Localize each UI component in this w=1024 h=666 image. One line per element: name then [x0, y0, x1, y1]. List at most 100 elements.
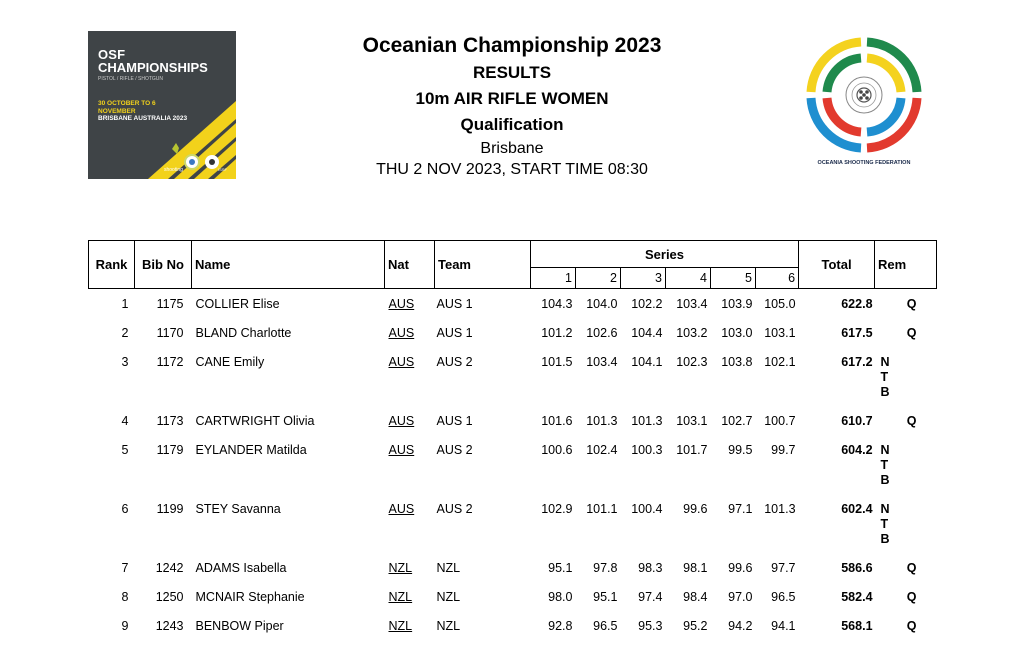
series-score-3: 97.4: [638, 589, 663, 604]
logo-line-disciplines: PISTOL / RIFLE / SHOTGUN: [98, 76, 164, 82]
nation-link[interactable]: AUS: [388, 501, 415, 516]
series-score-5: 94.2: [728, 618, 753, 633]
bib-cell: 1250: [155, 589, 184, 604]
series-score-4: 99.6: [683, 501, 708, 516]
series-score-4: 102.3: [676, 354, 708, 369]
series-score-3: 100.3: [631, 442, 663, 457]
col-header-series-3: 3: [620, 267, 666, 289]
team-cell: AUS 1: [436, 325, 473, 340]
remark-cell: Q: [906, 325, 917, 340]
rank-cell: 4: [121, 413, 129, 428]
series-score-3: 95.3: [638, 618, 663, 633]
series-score-2: 102.4: [586, 442, 618, 457]
table-row: 5 1179 EYLANDER Matilda AUS AUS 2 100.6 102.4 1…: [89, 435, 937, 494]
series-score-5: 97.0: [728, 589, 753, 604]
event-date: THU 2 NOV 2023, START TIME 08:30: [376, 161, 648, 178]
series-score-2: 104.0: [586, 297, 618, 311]
table-row: 6 1199 STEY Savanna AUS AUS 2 102.9 101.1 100.4…: [89, 494, 937, 553]
bib-cell: 1242: [155, 560, 184, 575]
table-row: 3 1172 CANE Emily AUS AUS 2 101.5 103.4 104.1 10…: [89, 347, 937, 406]
total-score: 602.4: [841, 501, 873, 516]
series-score-2: 97.8: [593, 560, 618, 575]
venue-city: Brisbane: [480, 140, 544, 157]
col-header-series-6: 6: [754, 267, 800, 289]
bib-cell: 1172: [156, 354, 184, 369]
total-score: 568.1: [841, 618, 873, 633]
federation-name: OCEANIA SHOOTING FEDERATION: [817, 160, 911, 166]
athlete-name: MCNAIR Stephanie: [195, 589, 305, 604]
logo-place: BRISBANE AUSTRALIA 2023: [98, 115, 188, 122]
series-score-1: 100.6: [541, 442, 573, 457]
series-score-1: 101.5: [541, 354, 573, 369]
team-cell: NZL: [436, 589, 461, 604]
series-score-6: 105.0: [764, 297, 796, 311]
series-score-1: 101.2: [541, 325, 573, 340]
col-header-team: Team: [434, 240, 531, 289]
results-heading: RESULTS: [472, 63, 552, 82]
series-score-4: 103.2: [676, 325, 708, 340]
series-score-2: 96.5: [593, 618, 618, 633]
team-cell: AUS 1: [436, 297, 473, 311]
logo-issf-text: ISSF: [218, 167, 227, 172]
team-cell: NZL: [436, 560, 461, 575]
series-score-6: 102.1: [764, 354, 796, 369]
series-score-4: 103.4: [676, 297, 708, 311]
series-score-3: 104.1: [631, 354, 663, 369]
logo-line-osf: OSF: [98, 47, 126, 62]
table-row: 8 1250 MCNAIR Stephanie NZL NZL 98.0 95.1 97.4 9…: [89, 582, 937, 611]
nation-link[interactable]: AUS: [388, 354, 415, 369]
nation-link[interactable]: NZL: [388, 560, 413, 575]
remark-cell: Q: [906, 560, 917, 575]
series-score-4: 98.1: [683, 560, 708, 575]
nation-link[interactable]: NZL: [388, 618, 413, 633]
series-score-4: 95.2: [683, 618, 708, 633]
event-logo: OSF CHAMPIONSHIPS PISTOL / RIFLE / SHOTG…: [88, 31, 236, 179]
col-header-series: Series: [529, 240, 800, 268]
series-score-4: 103.1: [676, 413, 708, 428]
col-header-series-2: 2: [575, 267, 621, 289]
series-score-6: 96.5: [771, 589, 796, 604]
table-row: 2 1170 BLAND Charlotte AUS AUS 1 101.2 102.6 10…: [89, 318, 937, 347]
nation-link[interactable]: AUS: [388, 325, 415, 340]
team-cell: AUS 2: [436, 354, 473, 369]
series-score-5: 99.6: [728, 560, 753, 575]
series-score-1: 98.0: [548, 589, 573, 604]
series-score-5: 97.1: [728, 501, 753, 516]
nation-link[interactable]: NZL: [388, 589, 413, 604]
logo-dates: 30 OCTOBER TO 6 NOVEMBER: [98, 100, 156, 115]
target-rings-icon: [806, 37, 922, 153]
total-score: 617.5: [841, 325, 873, 340]
series-score-5: 103.9: [721, 297, 753, 311]
series-score-1: 95.1: [548, 560, 573, 575]
bib-cell: 1175: [156, 297, 184, 311]
series-score-2: 101.1: [586, 501, 618, 516]
col-header-bib: Bib No: [134, 240, 192, 289]
athlete-name: CARTWRIGHT Olivia: [195, 413, 315, 428]
series-score-6: 99.7: [771, 442, 796, 457]
series-score-3: 98.3: [638, 560, 663, 575]
series-score-5: 102.7: [721, 413, 753, 428]
col-header-name: Name: [191, 240, 385, 289]
series-score-3: 104.4: [631, 325, 663, 340]
nation-link[interactable]: AUS: [388, 442, 415, 457]
total-score: 622.8: [841, 297, 873, 311]
team-cell: AUS 1: [436, 413, 473, 428]
series-score-6: 97.7: [771, 560, 796, 575]
athlete-name: COLLIER Elise: [195, 297, 280, 311]
series-score-3: 101.3: [631, 413, 663, 428]
table-row: 1 1175 COLLIER Elise AUS AUS 1 104.3 104.0 102.…: [89, 289, 937, 318]
table-row: 7 1242 ADAMS Isabella NZL NZL 95.1 97.8 98.3 98.…: [89, 553, 937, 582]
col-header-nat: Nat: [384, 240, 435, 289]
col-header-series-1: 1: [530, 267, 576, 289]
phase-name: Qualification: [460, 115, 564, 134]
total-score: 617.2: [841, 354, 873, 369]
series-score-3: 100.4: [631, 501, 663, 516]
series-score-6: 101.3: [764, 501, 796, 516]
nation-link[interactable]: AUS: [388, 413, 415, 428]
col-header-total: Total: [798, 240, 876, 289]
results-table: Rank Bib No Name Nat Team Series Total R…: [88, 240, 938, 640]
rank-cell: 3: [121, 354, 129, 369]
nation-link[interactable]: AUS: [388, 297, 415, 311]
